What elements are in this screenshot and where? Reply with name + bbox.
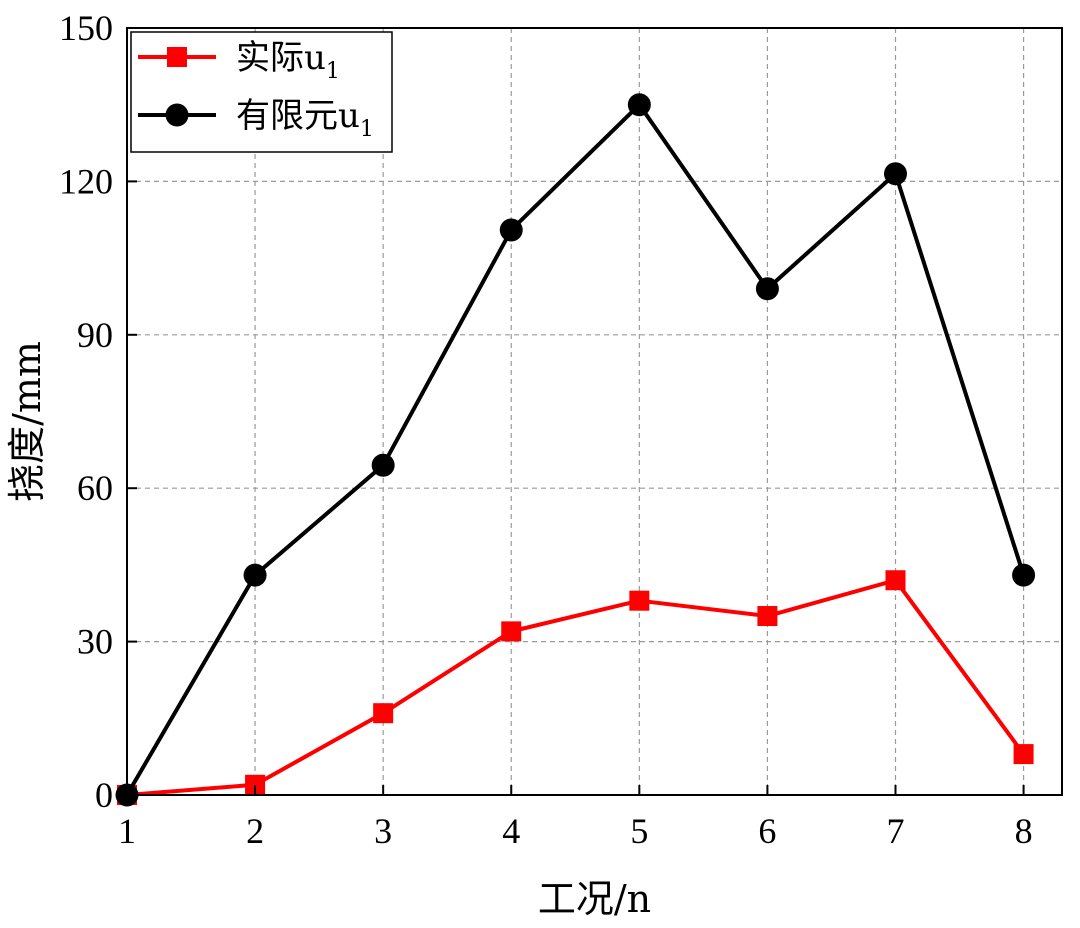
y-tick-label: 0 (95, 775, 113, 815)
legend-label-fem-subscript: 1 (360, 117, 374, 142)
series-1 (115, 93, 1036, 807)
data-point (883, 162, 907, 186)
legend-label-actual-subscript: 1 (326, 59, 340, 84)
data-point (1012, 563, 1036, 587)
legend-entry-actual: 实际u1 (138, 38, 340, 84)
x-tick-label: 5 (630, 811, 648, 851)
legend-label-fem-main: 有限元u (236, 96, 360, 136)
x-axis-title: 工况/n (538, 877, 651, 921)
data-point (371, 453, 395, 477)
series-line (125, 102, 1026, 797)
data-point (499, 218, 523, 242)
series-line (126, 578, 1026, 797)
x-tick-label: 4 (502, 811, 520, 851)
plot-frame (126, 27, 1063, 796)
data-point (245, 774, 266, 795)
data-point (501, 621, 522, 642)
y-tick-label: 150 (59, 8, 113, 48)
data-point (627, 93, 651, 117)
y-tick-label: 60 (77, 468, 113, 508)
data-point (243, 563, 267, 587)
x-tick-label: 2 (246, 811, 264, 851)
legend-label-actual-main: 实际u (236, 38, 326, 78)
x-tick-label: 6 (758, 811, 776, 851)
x-tick-label: 8 (1015, 811, 1033, 851)
data-point (757, 606, 778, 627)
series-0 (117, 570, 1034, 805)
x-tick-label: 7 (886, 811, 904, 851)
y-tick-label: 30 (77, 622, 113, 662)
legend-label-fem: 有限元u1 (236, 96, 374, 142)
data-point (373, 703, 394, 724)
data-point (1013, 744, 1034, 765)
series-layer (115, 93, 1036, 807)
data-point (755, 277, 779, 301)
y-tick-label: 90 (77, 315, 113, 355)
axis-ticks (126, 27, 1025, 796)
legend-square-marker (167, 47, 187, 67)
data-point (885, 570, 906, 591)
x-tick-label: 1 (118, 811, 136, 851)
legend-entry-fem: 有限元u1 (138, 96, 374, 142)
y-tick-label: 120 (59, 161, 113, 201)
legend-circle-marker (165, 103, 189, 127)
legend: 实际u1 有限元u1 (130, 31, 393, 153)
x-tick-label: 3 (374, 811, 392, 851)
legend-label-actual: 实际u1 (236, 38, 340, 84)
y-axis-title: 挠度/mm (5, 341, 49, 502)
tick-labels: 1 2 3 4 5 6 7 8 0 30 60 90 120 150 (59, 8, 1033, 851)
data-point (629, 590, 650, 611)
